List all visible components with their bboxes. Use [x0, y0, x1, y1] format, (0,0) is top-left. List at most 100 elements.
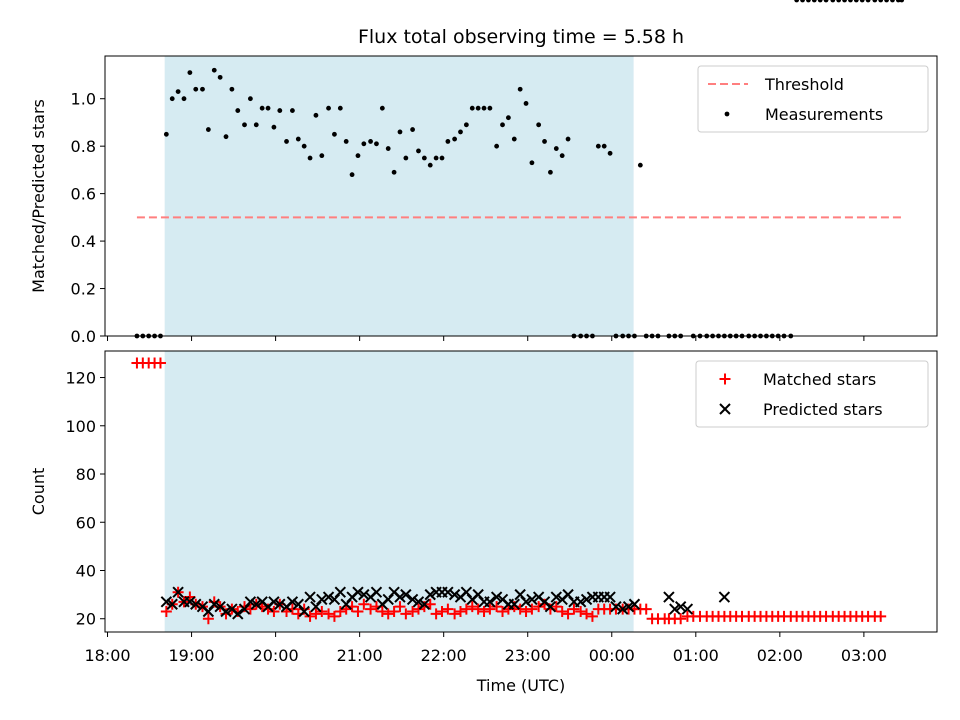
predicted-stars-point: [448, 588, 461, 601]
top-observing-window-shade: [164, 56, 634, 336]
measurements-point: [848, 0, 853, 3]
measurements-point: [439, 155, 445, 161]
measurements-point: [890, 0, 895, 3]
predicted-stars-point: [184, 596, 196, 608]
predicted-stars-point: [490, 591, 503, 603]
matched-stars-point: [581, 608, 593, 620]
y-tick-label: 20: [76, 610, 96, 629]
measurements-point: [595, 143, 601, 149]
measurements-point: [374, 141, 379, 147]
predicted-stars-point: [544, 600, 557, 613]
matched-stars-point: [472, 603, 484, 615]
matched-stars-point: [430, 608, 442, 620]
x-tick-label: 21:00: [337, 646, 383, 665]
measurements-point: [884, 0, 889, 3]
predicted-stars-point: [616, 603, 629, 615]
x-tick-label: 18:00: [84, 646, 130, 665]
measurements-point: [517, 86, 523, 92]
matched-stars-point: [526, 603, 538, 615]
predicted-stars-point: [508, 598, 520, 610]
x-tick: 03:00: [841, 646, 887, 665]
measurements-point: [865, 0, 871, 3]
measurements-point: [811, 0, 817, 3]
matched-stars-point: [875, 610, 887, 622]
measurements-point: [307, 155, 313, 161]
measurements-point: [853, 0, 859, 3]
measurements-point: [542, 139, 547, 144]
matched-stars-point: [478, 605, 490, 617]
predicted-stars-point: [674, 600, 687, 613]
measurements-point: [899, 0, 905, 3]
predicted-stars-point: [628, 598, 641, 610]
x-tick: 00:00: [589, 646, 635, 665]
top-y-axis-label: Matched/Predicted stars: [29, 99, 48, 293]
measurements-point: [806, 0, 811, 3]
y-tick-label: 0.4: [71, 232, 96, 251]
measurements-point: [391, 169, 397, 175]
matched-stars-point: [160, 605, 172, 617]
measurements-point: [217, 74, 223, 80]
matched-stars-point: [328, 610, 340, 622]
measurements-point: [469, 105, 475, 111]
measurements-point: [487, 105, 493, 111]
measurements-point: [313, 112, 319, 118]
predicted-stars-point: [316, 593, 328, 606]
y-tick-label: 0.2: [71, 280, 96, 299]
predicted-stars-point: [274, 598, 286, 610]
y-tick: 1.0: [71, 90, 96, 109]
measurements-point: [836, 0, 842, 3]
matched-stars-point: [550, 601, 562, 613]
predicted-stars-point: [172, 586, 184, 598]
matched-stars-point: [310, 608, 322, 620]
matched-stars-point: [394, 601, 406, 613]
matched-stars-point: [449, 608, 461, 620]
x-tick: 18:00: [84, 646, 130, 665]
x-tick-label: 01:00: [673, 646, 719, 665]
matched-stars-point: [442, 603, 454, 615]
measurements-point: [169, 96, 175, 102]
matched-stars-point: [382, 608, 394, 620]
predicted-stars-point: [286, 596, 299, 608]
predicted-stars-point: [412, 596, 425, 608]
y-tick: 0.4: [71, 232, 96, 251]
matched-stars-point: [436, 605, 448, 617]
predicted-stars-point: [250, 598, 262, 610]
matched-stars-point: [334, 605, 346, 617]
predicted-stars-point: [370, 586, 383, 598]
predicted-stars-point: [190, 598, 202, 610]
measurements-point: [536, 122, 542, 128]
measurements-point: [247, 96, 253, 102]
predicted-stars-point: [424, 588, 436, 601]
measurements-point: [601, 143, 607, 149]
bottom-plot-frame: [104, 350, 938, 633]
measurements-point: [511, 136, 517, 142]
measurements-point: [458, 129, 463, 135]
predicted-stars-point: [244, 596, 257, 608]
predicted-stars-point: [718, 591, 731, 603]
measurements-point: [229, 86, 235, 92]
x-tick-label: 00:00: [589, 646, 635, 665]
bottom-y-axis-label: Count: [29, 468, 48, 516]
top-plot-frame: [104, 55, 938, 337]
bottom-y-axis: 20 40 60 80 100 120: [65, 369, 105, 629]
measurements-point: [800, 0, 805, 3]
y-tick-label: 0.8: [71, 137, 96, 156]
y-tick: 100: [65, 417, 96, 436]
measurements-point: [265, 105, 271, 111]
legend-label: Matched stars: [763, 370, 876, 389]
x-tick-label: 19:00: [169, 646, 215, 665]
predicted-stars-point: [166, 598, 178, 610]
legend-label: Threshold: [764, 75, 844, 94]
legend-measurements-swatch: [724, 111, 730, 117]
measurements-point: [271, 124, 277, 130]
legend-box: [697, 65, 929, 133]
matched-stars-point: [466, 601, 478, 613]
x-tick: 01:00: [673, 646, 719, 665]
measurements-point: [830, 0, 836, 3]
x-tick-label: 20:00: [253, 646, 299, 665]
measurements-point: [505, 115, 511, 121]
x-tick: 02:00: [757, 646, 803, 665]
matched-stars-point: [365, 603, 377, 615]
matched-stars-point: [640, 603, 652, 615]
measurements-point: [301, 143, 307, 149]
